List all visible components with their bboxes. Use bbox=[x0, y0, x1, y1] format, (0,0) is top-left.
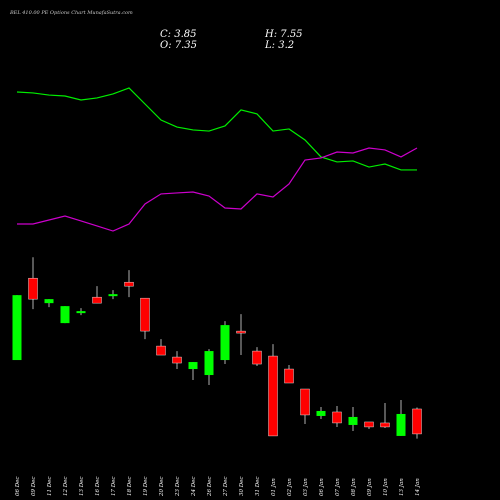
info-close: C: 3.85 bbox=[160, 29, 196, 40]
x-tick-label: 30 Dec bbox=[239, 477, 245, 497]
x-tick-label: 31 Dec bbox=[255, 477, 261, 497]
x-tick-label: 23 Dec bbox=[175, 477, 181, 498]
candle-body bbox=[28, 277, 38, 300]
candle-body bbox=[412, 408, 422, 435]
candle-body bbox=[12, 295, 22, 361]
indicator-line bbox=[16, 87, 417, 171]
x-tick-label: 17 Dec bbox=[111, 477, 117, 497]
x-tick-label: 13 Jan bbox=[399, 478, 405, 496]
x-tick-label: 26 Dec bbox=[207, 477, 213, 498]
x-tick-label: 02 Jan bbox=[287, 478, 293, 496]
candle-body bbox=[300, 388, 310, 416]
info-label: L: bbox=[264, 40, 275, 51]
candle-body bbox=[332, 411, 342, 424]
info-value: 7.55 bbox=[280, 29, 302, 40]
x-tick-label: 18 Dec bbox=[127, 477, 133, 497]
candle-body bbox=[316, 410, 326, 416]
indicator-line bbox=[17, 147, 418, 232]
x-tick-label: 06 Dec bbox=[15, 477, 21, 497]
candle-body bbox=[172, 356, 182, 364]
info-label: H: bbox=[264, 29, 277, 40]
x-tick-label: 09 Jan bbox=[367, 478, 373, 496]
x-tick-label: 08 Jan bbox=[351, 478, 357, 496]
candle-body bbox=[252, 350, 262, 365]
x-tick-label: 06 Jan bbox=[319, 478, 325, 496]
x-tick-label: 07 Jan bbox=[335, 478, 341, 496]
candle-body bbox=[220, 325, 230, 361]
candle-body bbox=[140, 297, 150, 332]
candle-body bbox=[364, 421, 374, 428]
x-tick-label: 11 Dec bbox=[47, 477, 53, 497]
x-tick-label: 24 Dec bbox=[191, 477, 197, 498]
info-value: 3.2 bbox=[278, 40, 294, 51]
x-tick-label: 20 Dec bbox=[159, 477, 165, 498]
info-open: O: 7.35 bbox=[160, 40, 197, 51]
info-high: H: 7.55 bbox=[264, 29, 303, 40]
candle-body bbox=[124, 281, 134, 287]
candle-body bbox=[204, 351, 214, 376]
info-label: O: bbox=[160, 40, 172, 51]
candle-body bbox=[396, 413, 406, 436]
candle-body bbox=[44, 299, 54, 304]
info-value: 3.85 bbox=[174, 29, 196, 40]
candle-body bbox=[284, 368, 294, 384]
candle-body bbox=[76, 311, 86, 314]
x-tick-label: 12 Dec bbox=[63, 477, 69, 497]
candle-body bbox=[188, 362, 198, 370]
candle-body bbox=[60, 306, 70, 324]
candle-body bbox=[108, 294, 118, 297]
candle-body bbox=[380, 422, 390, 428]
candle-body bbox=[92, 296, 102, 304]
x-tick-label: 09 Dec bbox=[31, 477, 37, 497]
candle-body bbox=[268, 355, 278, 437]
candle-body bbox=[348, 416, 358, 425]
x-tick-label: 16 Dec bbox=[95, 477, 101, 497]
candle-body bbox=[236, 330, 246, 334]
x-tick-label: 01 Jan bbox=[271, 478, 277, 496]
x-tick-label: 03 Jan bbox=[303, 478, 309, 496]
x-tick-label: 13 Dec bbox=[79, 477, 85, 497]
info-low: L: 3.2 bbox=[264, 40, 294, 51]
x-tick-label: 27 Dec bbox=[223, 477, 229, 498]
x-tick-label: 14 Jan bbox=[415, 478, 421, 496]
x-tick-label: 10 Jan bbox=[383, 478, 389, 496]
info-label: C: bbox=[160, 29, 171, 40]
info-value: 7.35 bbox=[175, 40, 197, 51]
candle-body bbox=[156, 345, 166, 356]
chart-title: BEL 410.00 PE Options Chart MunafaSutra.… bbox=[9, 10, 133, 16]
x-tick-label: 19 Dec bbox=[143, 477, 149, 497]
